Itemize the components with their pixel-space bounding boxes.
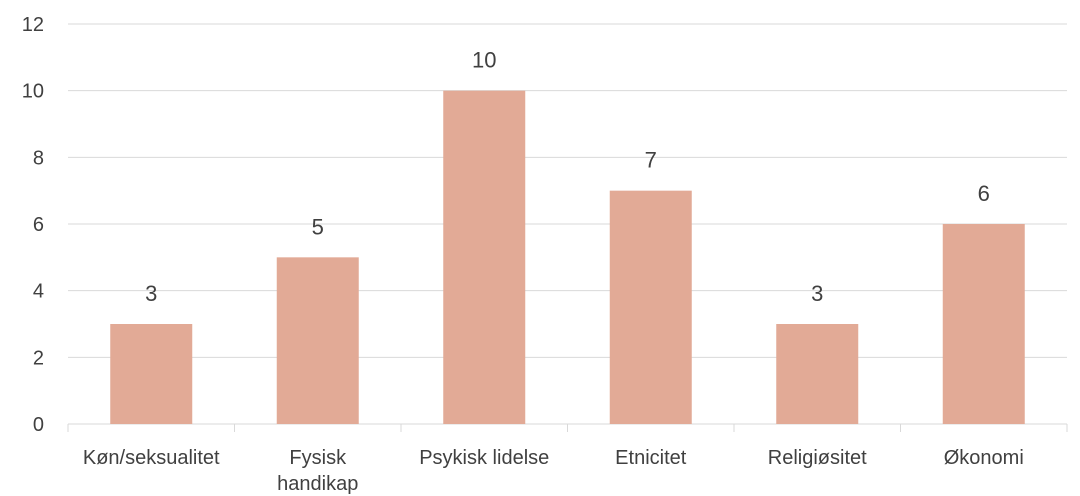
x-category-label: Psykisk lidelse: [419, 447, 549, 469]
data-label: 3: [811, 281, 823, 306]
x-category-label-line: Etnicitet: [615, 447, 687, 469]
y-tick-label: 4: [33, 281, 44, 303]
data-label: 10: [472, 48, 496, 73]
bar-2: [443, 90, 526, 425]
x-category-label: Religiøsitet: [768, 447, 867, 469]
y-tick-label: 10: [22, 81, 44, 103]
bar-0: [110, 324, 193, 424]
data-label: 6: [978, 181, 990, 206]
gridlines: [67, 23, 1068, 432]
y-tick-label: 6: [33, 214, 44, 236]
x-category-label-line: Køn/seksualitet: [83, 447, 220, 469]
x-category-label: Fysisk handikap: [277, 447, 358, 495]
x-category-label: Etnicitet: [615, 447, 687, 469]
x-category-label: Køn/seksualitet: [83, 447, 220, 469]
y-tick-label: 12: [22, 14, 44, 36]
bar-1: [276, 257, 359, 424]
data-label: 7: [645, 148, 657, 173]
bars: [110, 90, 1025, 425]
x-category-label-line: handikap: [277, 473, 358, 495]
y-axis-ticks: 0 2 4 6 8 10 12: [22, 14, 44, 436]
bar-4: [776, 324, 859, 424]
x-category-label-line: Religiøsitet: [768, 447, 867, 469]
y-tick-label: 8: [33, 147, 44, 169]
x-category-label-line: Psykisk lidelse: [419, 447, 549, 469]
bar-3: [609, 190, 692, 424]
data-labels: 3 5 10 7 3 6: [145, 48, 990, 306]
x-category-label: Økonomi: [944, 447, 1024, 469]
x-category-label-line: Fysisk: [289, 447, 347, 469]
data-label: 3: [145, 281, 157, 306]
data-label: 5: [312, 214, 324, 239]
y-tick-label: 2: [33, 347, 44, 369]
bar-5: [942, 224, 1025, 424]
x-axis-categories: Køn/seksualitet Fysisk handikap Psykisk lid…: [83, 447, 1024, 495]
y-tick-label: 0: [33, 414, 44, 436]
x-category-label-line: Økonomi: [944, 447, 1024, 469]
